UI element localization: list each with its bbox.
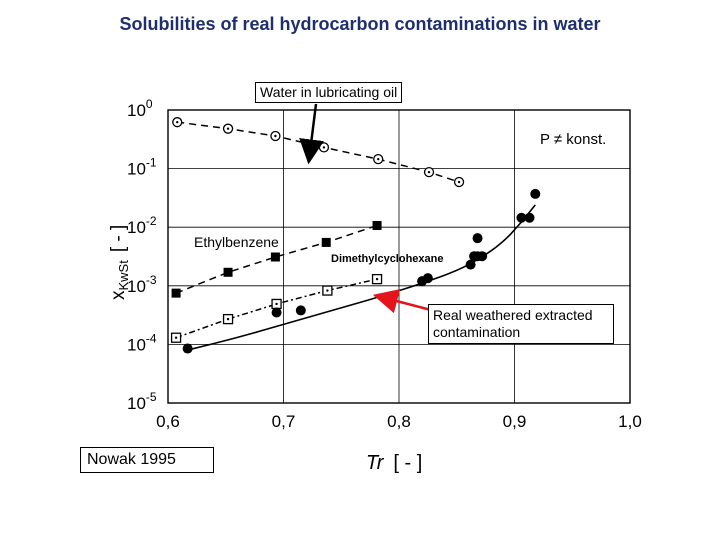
x-tick-label: 0,7 [272, 412, 296, 431]
water-in-lubricating-oil-point [318, 142, 330, 153]
marker-dot [176, 120, 179, 124]
y-tick-label: 100 [127, 97, 153, 120]
water-in-oil-callout: Water in lubricating oil [255, 82, 403, 103]
marker-dot [326, 289, 329, 292]
ethylbenzene-point [171, 288, 181, 298]
real-weathered-extracted-contamination-point [422, 273, 433, 284]
x-axis-label-symbol: Tr [366, 452, 385, 474]
real-contamination-callout: Real weathered extracted contamination [428, 304, 614, 344]
real-weathered-extracted-contamination-point [271, 307, 282, 318]
real-weathered-extracted-contamination-point [524, 212, 535, 223]
marker-dot [375, 277, 379, 281]
x-tick-label: 0,6 [156, 412, 180, 431]
marker-dot [274, 134, 277, 138]
source-callout: Nowak 1995 [80, 447, 214, 473]
marker-dot [457, 180, 461, 184]
y-tick-label: 10-4 [127, 331, 157, 354]
series-label-ethylbenzene: Ethylbenzene [194, 234, 279, 250]
ethylbenzene-point [223, 267, 233, 277]
marker-dot [275, 302, 278, 306]
x-axis-label: Tr [ - ] [366, 452, 422, 474]
x-tick-label: 1,0 [618, 412, 642, 431]
y-tick-label: 10-3 [127, 273, 157, 296]
water-in-lubricating-oil-point [222, 123, 234, 134]
dimethylcyclohexane-point [170, 332, 182, 343]
series-label-dimethylcyclohexane: Dimethylcyclohexane [331, 253, 444, 265]
y-tick-label: 10-1 [127, 156, 157, 179]
ethylbenzene-point [321, 237, 331, 247]
x-tick-label: 0,8 [387, 412, 411, 431]
dimethylcyclohexane-point [371, 273, 383, 285]
series-layer [170, 117, 541, 354]
real-contamination-arrow [372, 289, 432, 314]
real-weathered-extracted-contamination-point [465, 259, 476, 270]
dimethylcyclohexane-point [271, 298, 282, 310]
marker-dot [226, 317, 230, 321]
dimethylcyclohexane-point [322, 285, 333, 296]
page-title: Solubilities of real hydrocarbon contami… [119, 14, 601, 34]
marker-dot [322, 146, 326, 149]
y-axis-label: xKwSt [ - ] [108, 225, 131, 300]
ethylbenzene-line [175, 224, 378, 294]
marker-dot [174, 336, 178, 339]
water-in-lubricating-oil-line [177, 121, 460, 183]
water-in-lubricating-oil-point [453, 176, 465, 188]
real-weathered-extracted-contamination-point [182, 343, 193, 354]
real-weathered-extracted-contamination-point [516, 212, 527, 223]
x-axis-label-unit: [ - ] [393, 452, 422, 474]
svg-text:Tr[ - ]: Tr [ - ] [366, 452, 422, 474]
real-weathered-extracted-contamination-point [477, 251, 488, 262]
ethylbenzene-point [270, 252, 280, 262]
y-axis-label-sub: KwSt [116, 260, 131, 291]
marker-dot [377, 157, 380, 161]
x-tick-label: 0,9 [503, 412, 527, 431]
y-tick-label: 10-2 [127, 214, 157, 237]
water-in-lubricating-oil-point [423, 166, 435, 178]
water-in-lubricating-oil-point [373, 153, 384, 165]
water-in-lubricating-oil-point [270, 130, 281, 142]
real-weathered-extracted-contamination-point [295, 305, 306, 316]
marker-dot [226, 127, 230, 130]
plot-frame [167, 109, 631, 404]
y-tick-label: 10-5 [127, 390, 157, 413]
dimethylcyclohexane-point [222, 313, 234, 325]
water-in-lubricating-oil-point [172, 117, 183, 128]
real-weathered-extracted-contamination-point [530, 188, 541, 199]
chart-annotation: P ≠ konst. [540, 131, 606, 148]
water-arrow [299, 103, 324, 165]
ethylbenzene-point [372, 220, 382, 230]
svg-text:xKwSt[ - ]: xKwSt [ - ] [108, 225, 131, 300]
tick-labels: 0,6 0,7 0,8 0,9 1,0 100 10-1 10-2 10-3 10-4 10-5 [127, 97, 642, 431]
marker-dot [427, 170, 431, 174]
plot-border [167, 109, 631, 404]
y-axis-label-unit: [ - ] [108, 225, 129, 252]
real-weathered-extracted-contamination-point [472, 233, 483, 244]
y-axis-label-symbol: x [108, 290, 129, 300]
